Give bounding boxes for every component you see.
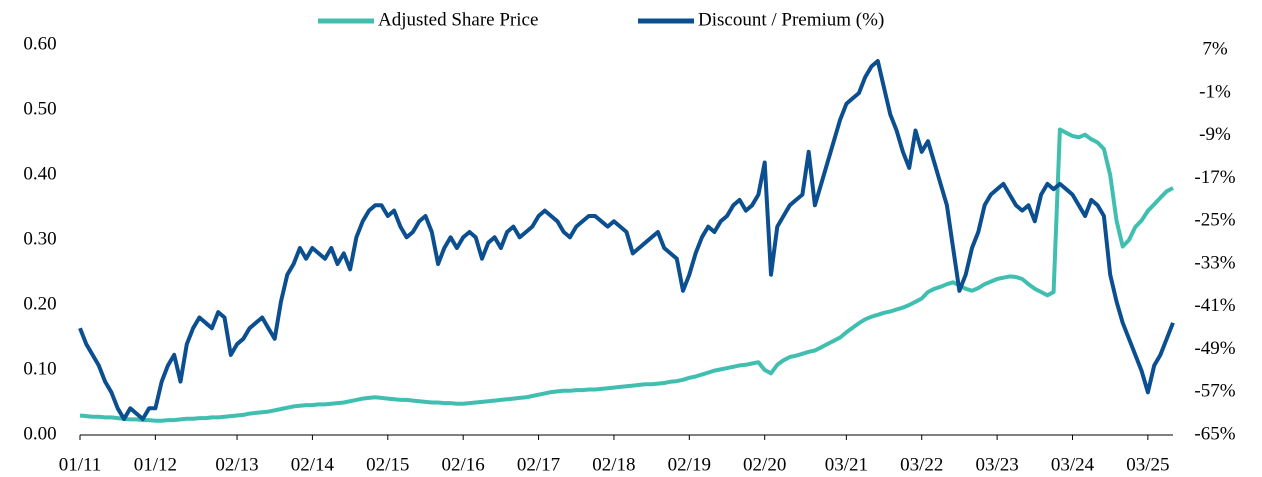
x-tick-label: 02/15 (366, 454, 409, 475)
y2-tick-label: -25% (1194, 210, 1235, 231)
x-tick-label: 02/16 (442, 454, 485, 475)
x-tick-label: 02/17 (517, 454, 560, 475)
y-tick-label: 0.40 (23, 163, 56, 184)
series-line (78, 59, 1175, 421)
y2-tick-label: -65% (1194, 423, 1235, 444)
y2-tick-label: -41% (1194, 295, 1235, 316)
x-tick-label: 03/25 (1126, 454, 1169, 475)
x-tick-label: 02/13 (215, 454, 258, 475)
y2-tick-label: 7% (1202, 39, 1228, 60)
x-tick-label: 02/19 (668, 454, 711, 475)
y2-tick-label: -49% (1194, 338, 1235, 359)
y-tick-label: 0.20 (23, 293, 56, 314)
series-line (79, 127, 1174, 423)
x-tick-label: 02/18 (592, 454, 635, 475)
y-tick-label: 0.60 (23, 33, 56, 54)
y2-tick-label: -57% (1194, 381, 1235, 402)
x-tick-label: 03/24 (1051, 454, 1095, 475)
y2-tick-label: -9% (1199, 124, 1231, 145)
x-tick-label: 03/22 (900, 454, 943, 475)
x-tick-label: 02/20 (743, 454, 786, 475)
x-tick-label: 03/23 (975, 454, 1018, 475)
x-tick-label: 01/12 (134, 454, 177, 475)
y2-tick-label: -1% (1199, 81, 1231, 102)
legend-label: Discount / Premium (%) (698, 9, 884, 30)
y2-tick-label: -33% (1194, 252, 1235, 273)
y2-tick-label: -17% (1194, 167, 1235, 188)
legend-label: Adjusted Share Price (378, 9, 538, 30)
x-tick-label: 01/11 (59, 454, 102, 475)
y-tick-label: 0.10 (23, 358, 56, 379)
x-tick-label: 02/14 (291, 454, 335, 475)
y-tick-label: 0.30 (23, 228, 56, 249)
y-tick-label: 0.00 (23, 423, 56, 444)
x-tick-label: 03/21 (825, 454, 868, 475)
y-tick-label: 0.50 (23, 98, 56, 119)
